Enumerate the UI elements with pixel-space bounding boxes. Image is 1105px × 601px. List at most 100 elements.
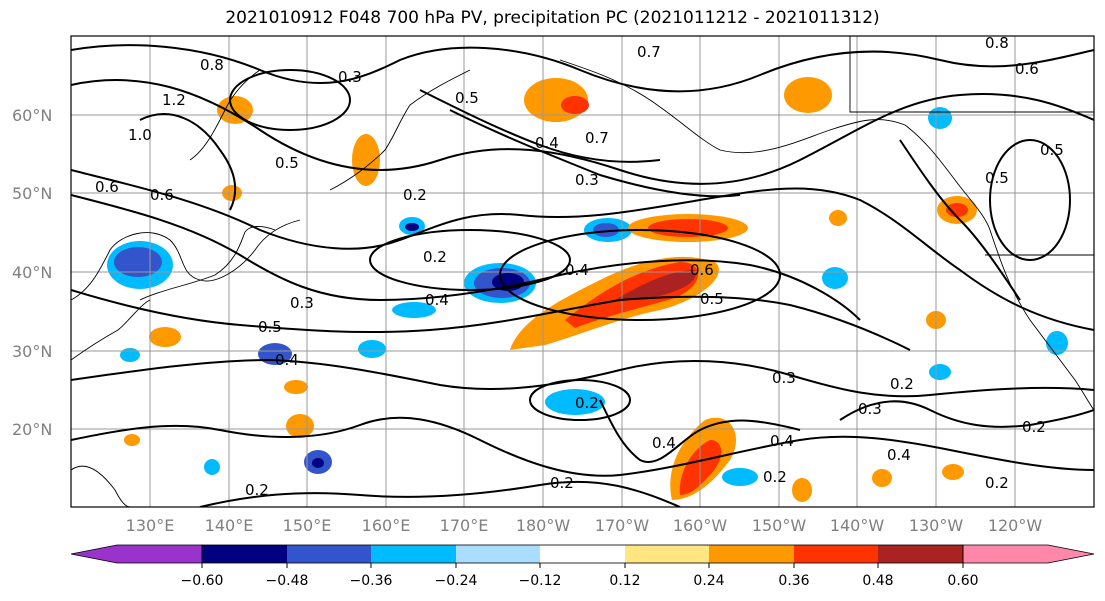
precip-neg-area	[593, 223, 619, 237]
precip-pos-area	[679, 440, 722, 495]
pv-contour-line	[71, 79, 1094, 185]
contour-label: 0.6	[95, 178, 119, 196]
pv-contour-line	[989, 139, 1071, 261]
lon-label: 130°W	[909, 516, 964, 535]
border-canada	[849, 36, 1094, 113]
colorbar-tick-label: 0.12	[609, 573, 640, 589]
lon-label: 170°W	[595, 516, 650, 535]
colorbar-extend-min	[70, 544, 203, 564]
colorbar-tick-label: 0.48	[862, 573, 893, 589]
pv-contour-line	[71, 169, 1094, 331]
contour-label: 0.3	[772, 369, 796, 387]
coastline-west-us	[989, 229, 1094, 411]
lat-label: 50°N	[12, 184, 52, 203]
precip-pos-area	[829, 210, 847, 226]
colorbar-swatch	[709, 545, 794, 563]
contour-label: 0.7	[637, 43, 661, 61]
lon-label: 130°E	[126, 516, 175, 535]
contour-label: 0.2	[423, 248, 447, 266]
lon-label: 140°W	[830, 516, 885, 535]
pv-contour-line	[199, 480, 681, 507]
precip-pos-area	[217, 96, 253, 124]
coastline-asia	[71, 219, 301, 301]
contour-label: 0.8	[985, 34, 1009, 52]
contour-label: 0.4	[565, 261, 589, 279]
contour-label: 0.5	[985, 169, 1009, 187]
colorbar-swatch	[794, 545, 878, 563]
contour-label: 0.7	[585, 129, 609, 147]
precip-pos-area	[942, 464, 964, 480]
lat-label: 60°N	[12, 106, 52, 125]
precip-neg-area	[722, 468, 758, 486]
pv-contour-line	[71, 358, 1094, 398]
colorbar-swatch	[456, 545, 540, 563]
precip-pos-area	[946, 203, 968, 217]
graticule	[71, 36, 1094, 507]
precip-pos-area	[648, 219, 728, 237]
pv-contour-line	[529, 379, 631, 421]
pv-contour-line	[229, 69, 351, 131]
lon-label: 150°E	[283, 516, 332, 535]
pv-contour-line	[369, 229, 571, 291]
contour-label: 0.2	[403, 186, 427, 204]
contour-label: 0.2	[890, 375, 914, 393]
pv-contour-line	[139, 113, 237, 211]
pv-contour-line	[499, 229, 781, 321]
colorbar: −0.60 −0.48 −0.36 −0.24 −0.12 0.12 0.24 …	[70, 544, 1095, 589]
contour-label: 1.2	[162, 91, 186, 109]
contour-label: 0.6	[150, 186, 174, 204]
colorbar-tick-label: 0.24	[693, 573, 724, 589]
colorbar-swatch	[878, 545, 963, 563]
precip-neg-area	[204, 459, 220, 475]
pv-contour-line	[449, 109, 741, 198]
contour-label: 0.3	[338, 68, 362, 86]
colorbar-swatch	[202, 545, 287, 563]
colorbar-extend-max	[962, 544, 1095, 564]
contour-label: 0.3	[290, 294, 314, 312]
map-title: 2021010912 F048 700 hPa PV, precipitatio…	[225, 8, 880, 28]
contour-labels: 0.3 0.7 0.6 0.6 0.5 0.5 0.4 0.3 0.2 0.2 …	[95, 34, 1064, 499]
contour-label: 0.4	[275, 351, 299, 369]
precip-neg-area	[358, 340, 386, 358]
contour-label: 0.4	[535, 134, 559, 152]
lon-label: 160°E	[362, 516, 411, 535]
contour-label: 0.2	[245, 481, 269, 499]
contour-label: 0.2	[985, 474, 1009, 492]
pv-contour-line	[71, 416, 1094, 477]
contour-label: 0.4	[425, 291, 449, 309]
contour-label: 0.5	[258, 318, 282, 336]
precip-neg-area	[929, 364, 951, 380]
precip-pos-area	[149, 327, 181, 347]
lon-label: 170°E	[440, 516, 489, 535]
coastline-china	[71, 299, 151, 361]
precip-neg-area	[312, 458, 324, 468]
pv-contour-line	[71, 194, 861, 321]
contour-label: 0.2	[575, 394, 599, 412]
contour-label: 0.2	[1022, 418, 1046, 436]
precip-neg-area	[822, 267, 848, 289]
contour-label: 0.5	[700, 290, 724, 308]
lon-label: 140°E	[205, 516, 254, 535]
colorbar-swatch	[625, 545, 709, 563]
pv-contour-line	[599, 399, 801, 463]
contour-label: 0.4	[770, 432, 794, 450]
contour-label: 0.6	[1015, 60, 1039, 78]
colorbar-tick-label: −0.24	[435, 573, 478, 589]
precip-pos-area	[872, 469, 892, 487]
precip-neg-area	[392, 302, 436, 318]
contour-label: 0.6	[690, 261, 714, 279]
precip-pos-area	[124, 434, 140, 446]
lon-label: 180°W	[516, 516, 571, 535]
lat-label: 40°N	[12, 263, 52, 282]
contour-label: 0.4	[652, 434, 676, 452]
longitude-labels: 130°E 140°E 150°E 160°E 170°E 180°W 170°…	[126, 516, 1043, 535]
colorbar-tick-label: −0.60	[181, 573, 224, 589]
map-frame	[70, 35, 1095, 508]
precip-shading	[107, 77, 1068, 502]
coastline-kamchatka	[329, 69, 471, 191]
precip-neg-area	[120, 348, 140, 362]
contour-label: 0.3	[858, 400, 882, 418]
lon-label: 120°W	[988, 516, 1043, 535]
contour-label: 1.0	[128, 126, 152, 144]
precip-pos-area	[284, 380, 308, 394]
